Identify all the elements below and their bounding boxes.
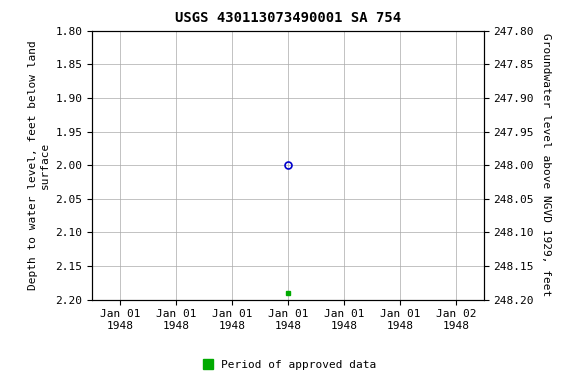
Legend: Period of approved data: Period of approved data — [195, 356, 381, 375]
Y-axis label: Groundwater level above NGVD 1929, feet: Groundwater level above NGVD 1929, feet — [541, 33, 551, 297]
Title: USGS 430113073490001 SA 754: USGS 430113073490001 SA 754 — [175, 12, 401, 25]
Y-axis label: Depth to water level, feet below land
surface: Depth to water level, feet below land su… — [28, 40, 50, 290]
